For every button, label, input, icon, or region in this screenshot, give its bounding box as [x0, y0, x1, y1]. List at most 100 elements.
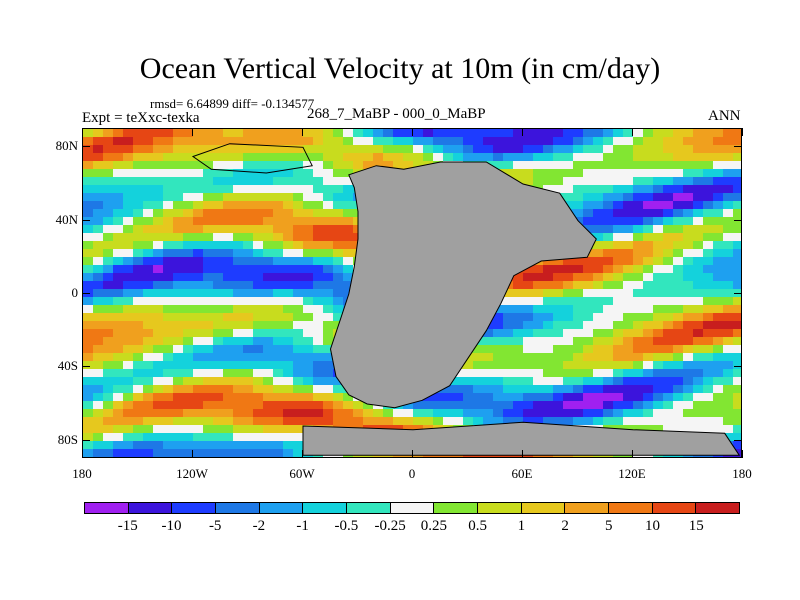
field-cell: [113, 241, 124, 250]
field-cell: [603, 361, 614, 370]
field-cell: [663, 401, 674, 410]
field-cell: [143, 185, 154, 194]
field-cell: [683, 217, 694, 226]
field-cell: [653, 457, 664, 458]
field-cell: [113, 385, 124, 394]
field-cell: [193, 281, 204, 290]
field-cell: [273, 185, 284, 194]
field-cell: [323, 393, 334, 402]
field-cell: [633, 321, 644, 330]
field-cell: [153, 401, 164, 410]
field-cell: [93, 281, 104, 290]
field-cell: [243, 361, 254, 370]
field-cell: [333, 185, 344, 194]
colorbar-swatch: [521, 503, 566, 513]
field-cell: [93, 361, 104, 370]
field-cell: [603, 233, 614, 242]
field-cell: [103, 441, 114, 450]
field-cell: [203, 305, 214, 314]
field-cell: [603, 137, 614, 146]
field-cell: [543, 305, 554, 314]
field-cell: [233, 233, 244, 242]
field-cell: [483, 145, 494, 154]
field-cell: [683, 193, 694, 202]
field-cell: [663, 241, 674, 250]
field-cell: [243, 273, 254, 282]
field-cell: [253, 369, 264, 378]
field-cell: [593, 321, 604, 330]
field-cell: [673, 265, 684, 274]
field-cell: [183, 145, 194, 154]
field-cell: [93, 449, 104, 457]
field-cell: [693, 329, 704, 338]
field-cell: [593, 297, 604, 306]
colorbar-swatch: [216, 503, 260, 513]
field-cell: [173, 441, 184, 450]
field-cell: [633, 401, 644, 410]
field-cell: [223, 241, 234, 250]
field-cell: [643, 305, 654, 314]
field-cell: [233, 297, 244, 306]
field-cell: [533, 305, 544, 314]
field-cell: [183, 409, 194, 418]
field-cell: [533, 265, 544, 274]
field-cell: [693, 209, 704, 218]
field-cell: [573, 353, 584, 362]
field-cell: [253, 377, 264, 386]
field-cell: [113, 185, 124, 194]
field-cell: [353, 161, 364, 170]
field-cell: [173, 297, 184, 306]
field-cell: [183, 225, 194, 234]
field-cell: [113, 441, 124, 450]
field-cell: [503, 361, 514, 370]
field-cell: [563, 377, 574, 386]
field-cell: [133, 449, 144, 457]
field-cell: [493, 361, 504, 370]
field-cell: [513, 145, 524, 154]
field-cell: [673, 361, 684, 370]
field-cell: [673, 273, 684, 282]
field-cell: [583, 457, 594, 458]
field-cell: [603, 153, 614, 162]
field-cell: [503, 385, 514, 394]
field-cell: [113, 145, 124, 154]
field-cell: [273, 193, 284, 202]
field-cell: [133, 393, 144, 402]
field-cell: [493, 353, 504, 362]
field-cell: [223, 313, 234, 322]
field-cell: [343, 161, 354, 170]
field-cell: [483, 457, 494, 458]
field-cell: [203, 265, 214, 274]
field-cell: [243, 433, 254, 442]
field-cell: [143, 345, 154, 354]
field-cell: [593, 305, 604, 314]
field-cell: [523, 385, 534, 394]
field-cell: [163, 129, 174, 138]
field-cell: [253, 361, 264, 370]
field-cell: [603, 393, 614, 402]
field-cell: [313, 209, 324, 218]
field-cell: [223, 169, 234, 178]
field-cell: [653, 401, 664, 410]
field-cell: [273, 353, 284, 362]
field-cell: [133, 337, 144, 346]
field-cell: [123, 289, 134, 298]
field-cell: [83, 129, 94, 138]
field-cell: [643, 137, 654, 146]
field-cell: [693, 273, 704, 282]
field-cell: [203, 353, 214, 362]
field-cell: [253, 217, 264, 226]
field-cell: [503, 153, 514, 162]
field-cell: [673, 209, 684, 218]
field-cell: [203, 449, 214, 457]
field-cell: [643, 217, 654, 226]
field-cell: [343, 193, 354, 202]
field-cell: [483, 153, 494, 162]
field-cell: [303, 193, 314, 202]
field-cell: [553, 145, 564, 154]
field-cell: [163, 329, 174, 338]
field-cell: [213, 417, 224, 426]
field-cell: [723, 425, 734, 434]
field-cell: [553, 321, 564, 330]
field-cell: [583, 185, 594, 194]
